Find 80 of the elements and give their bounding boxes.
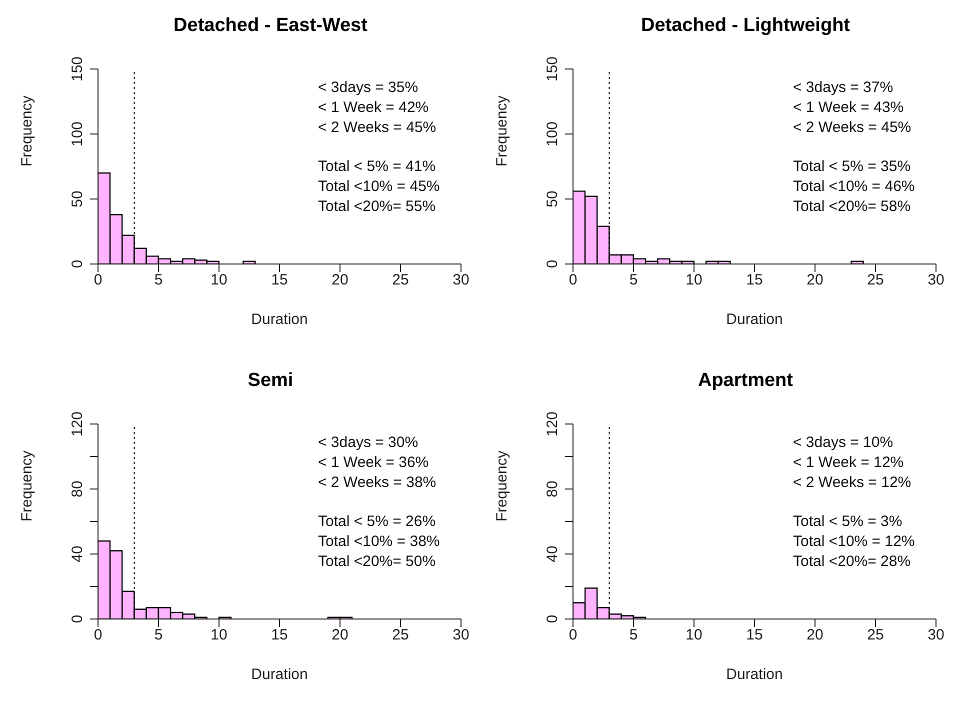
x-axis-title: Duration [251,666,308,683]
x-tick-label: 10 [686,626,702,644]
x-tick-label: 5 [629,626,638,644]
y-tick-label: 40 [544,546,561,562]
annotation: Total <10% = 38% [318,532,440,552]
annotation: < 1 Week = 42% [318,98,430,118]
annotation: < 1 Week = 12% [793,453,905,473]
annotation: < 3days = 35% [318,78,420,98]
x-tick-label: 30 [928,626,944,644]
chart-title: Semi [246,369,294,393]
annotation: Total < 5% = 26% [318,512,437,532]
y-tick-label: 0 [544,260,561,268]
y-axis-title: Frequency [493,95,510,166]
annotation: < 2 Weeks = 45% [793,118,912,138]
x-tick-label: 15 [746,272,763,289]
x-tick-label: 15 [746,626,763,644]
x-tick-label: 15 [271,626,288,644]
x-tick-label: 20 [806,272,824,289]
annotation: < 2 Weeks = 45% [318,118,438,138]
x-tick-label: 10 [210,626,228,644]
x-tick-label: 20 [332,626,348,644]
annotation: Total <20%= 55% [318,197,437,217]
annotation: Total < 5% = 41% [318,157,437,177]
x-tick-label: 5 [154,626,163,644]
annotation: Total <20%= 58% [793,197,912,217]
annotation: Total < 5% = 3% [793,512,904,532]
x-tick-label: 10 [210,272,228,289]
y-tick-label: 100 [69,121,86,147]
x-tick-label: 5 [154,272,163,289]
annotation: Total <10% = 12% [793,532,915,552]
x-tick-label: 20 [806,626,824,644]
x-tick-label: 30 [928,272,944,289]
x-tick-label: 0 [568,272,578,289]
y-tick-label: 0 [69,614,86,624]
y-axis-title: Frequency [493,450,510,522]
x-tick-label: 25 [867,272,884,289]
y-tick-label: 50 [544,190,561,208]
y-tick-label: 100 [544,121,561,147]
x-tick-label: 15 [271,272,288,289]
annotation: Total <10% = 45% [318,177,440,197]
annotation: < 3days = 37% [793,78,894,98]
annotation: < 2 Weeks = 12% [793,473,912,493]
y-tick-label: 0 [69,260,86,268]
y-tick-label: 80 [544,480,561,498]
y-tick-label: 120 [544,411,561,437]
x-axis-title: Duration [726,311,783,328]
x-tick-label: 10 [686,272,702,289]
x-tick-label: 30 [452,626,470,644]
x-tick-label: 0 [94,626,102,644]
chart-title: Detached - Lightweight [640,14,851,38]
y-tick-label: 0 [544,614,561,624]
x-axis-title: Duration [726,666,783,683]
x-tick-label: 5 [629,272,638,289]
x-tick-label: 20 [332,272,348,289]
y-tick-label: 120 [69,411,86,437]
y-tick-label: 80 [69,480,86,498]
y-tick-label: 40 [69,546,86,562]
x-tick-label: 25 [392,272,409,289]
annotation: < 1 Week = 36% [318,453,430,473]
y-axis-title: Frequency [18,450,36,522]
y-tick-label: 150 [69,56,86,82]
y-tick-label: 50 [69,190,86,208]
x-tick-label: 30 [452,272,470,289]
chart-title: Detached - East-West [172,14,368,38]
y-tick-label: 150 [544,56,561,82]
annotation: < 3days = 10% [793,433,894,453]
y-axis-title: Frequency [18,95,36,166]
x-tick-label: 0 [568,626,578,644]
annotation: Total <20%= 28% [793,552,912,572]
x-tick-label: 0 [94,272,102,289]
chart-title: Apartment [696,369,794,393]
annotation: Total < 5% = 35% [793,157,912,177]
annotation: < 3days = 30% [318,433,420,453]
x-tick-label: 25 [392,626,409,644]
x-tick-label: 25 [867,626,884,644]
annotation: Total <20%= 50% [318,552,437,572]
x-axis-title: Duration [251,311,308,328]
annotation: < 1 Week = 43% [793,98,905,118]
annotation: < 2 Weeks = 38% [318,473,438,493]
annotation: Total <10% = 46% [793,177,915,197]
